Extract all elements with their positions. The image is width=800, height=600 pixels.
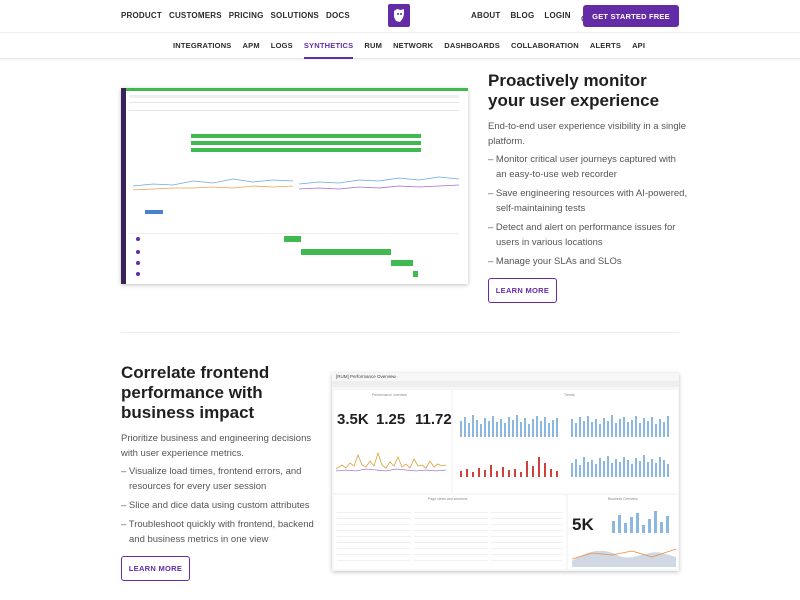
- row-divider: [129, 102, 459, 103]
- sessions-panel-title: Page views and sessions: [428, 497, 468, 501]
- kpi-value: 1.25: [376, 411, 406, 428]
- subnav-apm[interactable]: APM: [242, 41, 260, 50]
- synthetics-screenshot: [121, 88, 468, 284]
- trends-panel: [453, 390, 678, 493]
- nav-login[interactable]: LOGIN: [544, 11, 571, 20]
- subnav-integrations[interactable]: INTEGRATIONS: [173, 41, 232, 50]
- learn-more-button[interactable]: LEARN MORE: [121, 556, 190, 581]
- subnav-network[interactable]: NETWORK: [393, 41, 434, 50]
- uptime-bar: [191, 141, 421, 145]
- step-icon: [136, 237, 140, 241]
- feature-item: – Slice and dice data using custom attri…: [121, 500, 310, 511]
- subnav-alerts[interactable]: ALERTS: [589, 41, 622, 50]
- subnav-collaboration[interactable]: COLLABORATION: [510, 41, 579, 50]
- learn-more-button[interactable]: LEARN MORE: [488, 278, 557, 303]
- section-lead: Prioritize business and engineering deci…: [121, 433, 312, 459]
- nav-solutions[interactable]: SOLUTIONS: [270, 11, 319, 20]
- errors-bars: [460, 457, 558, 477]
- response-time-chart: [133, 178, 293, 191]
- section-synthetics: Proactively monitor your user experience…: [488, 71, 688, 273]
- step-icon: [136, 272, 140, 276]
- long-tasks-bars: [571, 455, 669, 477]
- subnav-api[interactable]: API: [632, 41, 646, 50]
- sessions-bars: [571, 415, 669, 437]
- nav-customers[interactable]: CUSTOMERS: [168, 11, 222, 20]
- secondary-nav: ABOUT BLOG LOGIN: [471, 11, 590, 24]
- page-views-bars: [460, 415, 558, 437]
- kpi-value: 5K: [572, 515, 594, 534]
- top-nav: PRODUCT CUSTOMERS PRICING SOLUTIONS DOCS…: [0, 0, 800, 32]
- subnav-dashboards[interactable]: DASHBOARDS: [444, 41, 500, 50]
- browsers-table: [491, 507, 563, 565]
- header-bar: [129, 95, 459, 98]
- section-title: Proactively monitor your user experience: [488, 71, 660, 110]
- uptime-bar: [191, 134, 421, 138]
- countries-table: [414, 507, 488, 565]
- step-duration-chart: [299, 176, 459, 190]
- feature-item: – Detect and alert on performance issues…: [488, 222, 676, 248]
- step-icon: [136, 250, 140, 254]
- conversion-area-chart: [572, 548, 676, 567]
- app-sidebar: [121, 88, 126, 284]
- tab-active: [145, 210, 163, 214]
- overview-panel-title: Performance overview: [372, 393, 407, 397]
- feature-item: – Troubleshoot quickly with frontend, ba…: [121, 519, 314, 545]
- step-icon: [136, 261, 140, 265]
- revenue-bars: [612, 511, 669, 533]
- trends-panel-title: Trends: [564, 393, 575, 397]
- primary-nav: PRODUCT CUSTOMERS PRICING SOLUTIONS DOCS: [121, 11, 350, 20]
- kpi-value: 11.72: [415, 411, 452, 428]
- subnav-synthetics[interactable]: SYNTHETICS: [303, 41, 354, 59]
- get-started-button[interactable]: GET STARTED FREE: [583, 5, 679, 27]
- feature-item: – Save engineering resources with AI-pow…: [488, 188, 688, 214]
- row-divider: [129, 233, 459, 234]
- waterfall-bar: [284, 236, 301, 242]
- waterfall-bar: [301, 249, 391, 255]
- overview-panel: [334, 390, 451, 493]
- product-subnav: INTEGRATIONS APM LOGS SYNTHETICS RUM NET…: [0, 32, 800, 59]
- waterfall-bar: [391, 260, 413, 266]
- rum-dashboard-screenshot: [RUM] Performance Overview Performance o…: [332, 373, 679, 571]
- nav-docs[interactable]: DOCS: [325, 11, 350, 20]
- feature-list: – Visualize load times, frontend errors,…: [121, 464, 321, 547]
- business-panel-title: Business Overview: [608, 497, 638, 501]
- views-table: [337, 507, 411, 565]
- subnav-logs[interactable]: LOGS: [270, 41, 293, 50]
- section-title: Correlate frontend performance with busi…: [121, 363, 270, 422]
- subnav-rum[interactable]: RUM: [364, 41, 383, 50]
- dashboard-title: [RUM] Performance Overview: [336, 374, 396, 379]
- feature-item: – Monitor critical user journeys capture…: [488, 154, 676, 180]
- section-lead: End-to-end user experience visibility in…: [488, 121, 687, 147]
- nav-pricing[interactable]: PRICING: [228, 11, 264, 20]
- nav-product[interactable]: PRODUCT: [121, 11, 162, 20]
- nav-blog[interactable]: BLOG: [510, 11, 535, 20]
- status-strip: [126, 88, 468, 91]
- section-divider: [121, 332, 679, 333]
- kpi-value: 3.5K: [337, 411, 369, 428]
- uptime-bar: [191, 148, 421, 152]
- load-time-chart: [336, 451, 447, 472]
- waterfall-bar: [413, 271, 418, 277]
- row-divider: [129, 110, 459, 111]
- dog-logo-icon[interactable]: [388, 4, 410, 27]
- feature-item: – Manage your SLAs and SLOs: [488, 256, 622, 267]
- filter-bar: [332, 381, 679, 387]
- section-rum: Correlate frontend performance with busi…: [121, 363, 321, 551]
- nav-about[interactable]: ABOUT: [471, 11, 501, 20]
- feature-item: – Visualize load times, frontend errors,…: [121, 466, 302, 492]
- feature-list: – Monitor critical user journeys capture…: [488, 152, 688, 269]
